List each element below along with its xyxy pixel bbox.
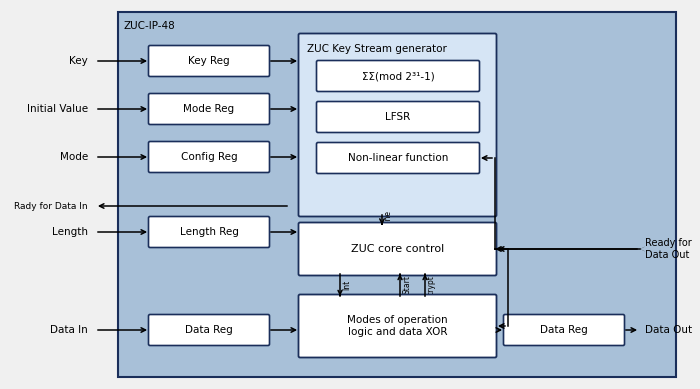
FancyBboxPatch shape	[316, 61, 480, 91]
FancyBboxPatch shape	[298, 33, 496, 217]
FancyBboxPatch shape	[316, 102, 480, 133]
Text: Mode Reg: Mode Reg	[183, 104, 234, 114]
Text: Length Reg: Length Reg	[180, 227, 239, 237]
Text: Length: Length	[52, 227, 88, 237]
Text: ZUC-IP-48: ZUC-IP-48	[124, 21, 176, 31]
Text: Data Reg: Data Reg	[540, 325, 588, 335]
Text: Start: Start	[402, 275, 411, 294]
Text: ZUC core control: ZUC core control	[351, 244, 444, 254]
FancyBboxPatch shape	[503, 314, 624, 345]
Text: LFSR: LFSR	[386, 112, 411, 122]
FancyBboxPatch shape	[148, 142, 270, 172]
FancyBboxPatch shape	[148, 314, 270, 345]
Text: Int: Int	[342, 280, 351, 290]
Text: Mode: Mode	[60, 152, 88, 162]
Text: Key Reg: Key Reg	[188, 56, 230, 66]
Text: ZUC Key Stream generator: ZUC Key Stream generator	[307, 44, 447, 54]
Text: Config Reg: Config Reg	[181, 152, 237, 162]
Text: Ready for
Data Out: Ready for Data Out	[645, 238, 692, 260]
Text: ΣΣ(mod 2³¹-1): ΣΣ(mod 2³¹-1)	[362, 71, 435, 81]
FancyBboxPatch shape	[298, 223, 496, 275]
FancyBboxPatch shape	[148, 93, 270, 124]
Text: Data Reg: Data Reg	[185, 325, 233, 335]
FancyBboxPatch shape	[298, 294, 496, 357]
FancyBboxPatch shape	[316, 142, 480, 173]
Text: crypt: crypt	[427, 275, 436, 295]
Text: Initial Value: Initial Value	[27, 104, 88, 114]
FancyBboxPatch shape	[148, 46, 270, 77]
Bar	[118, 12, 676, 377]
Text: Rady for Data In: Rady for Data In	[15, 202, 88, 210]
Text: Modes of operation
logic and data XOR: Modes of operation logic and data XOR	[347, 315, 448, 337]
Text: done: done	[384, 210, 393, 228]
Text: Non-linear function: Non-linear function	[348, 153, 448, 163]
Text: Data In: Data In	[50, 325, 88, 335]
FancyBboxPatch shape	[148, 217, 270, 247]
Text: Data Out: Data Out	[645, 325, 692, 335]
Text: Key: Key	[69, 56, 88, 66]
